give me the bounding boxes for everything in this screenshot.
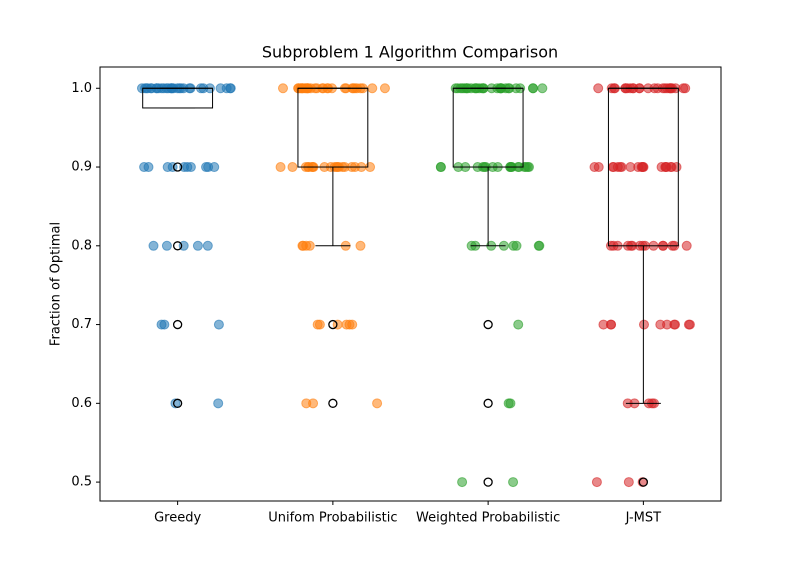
data-point xyxy=(511,240,522,251)
data-point xyxy=(593,83,604,94)
outlier xyxy=(172,162,183,172)
data-point xyxy=(681,240,692,251)
data-point xyxy=(435,162,446,173)
outlier xyxy=(172,398,183,408)
data-point xyxy=(680,83,691,94)
data-point xyxy=(159,319,170,330)
y-axis-label: Fraction of Optimal xyxy=(49,222,64,346)
y-tick-label: 0.6 xyxy=(71,396,92,411)
data-point xyxy=(537,83,548,94)
data-point xyxy=(277,83,288,94)
data-point xyxy=(367,83,378,94)
data-point xyxy=(534,240,545,251)
data-point xyxy=(508,477,519,488)
data-point xyxy=(607,162,618,173)
y-tick-label: 1.0 xyxy=(71,81,92,96)
outlier xyxy=(328,319,338,330)
data-point xyxy=(209,162,220,173)
x-tick-label: J-MST xyxy=(625,511,662,526)
y-tick-label: 0.8 xyxy=(71,238,92,253)
plot-frame xyxy=(99,66,722,502)
y-tick-label: 0.9 xyxy=(71,160,92,175)
outlier xyxy=(638,477,649,487)
data-point xyxy=(275,162,286,173)
data-point xyxy=(528,83,539,94)
data-point xyxy=(202,240,213,251)
data-point xyxy=(287,162,298,173)
outlier xyxy=(483,319,493,330)
data-point xyxy=(505,398,516,409)
data-point xyxy=(591,477,602,488)
data-point xyxy=(192,240,203,251)
data-point xyxy=(513,319,524,330)
data-point xyxy=(638,319,649,330)
data-point xyxy=(670,319,681,330)
outlier xyxy=(172,319,183,330)
data-point xyxy=(225,83,236,94)
data-point xyxy=(170,398,181,409)
data-point xyxy=(148,240,159,251)
data-point xyxy=(341,319,352,330)
data-point xyxy=(457,477,468,488)
y-tick-label: 0.7 xyxy=(71,317,92,332)
data-point xyxy=(161,240,172,251)
x-tick-label: Weighted Probabilistic xyxy=(416,511,560,526)
data-point xyxy=(182,162,193,173)
data-point xyxy=(372,398,383,409)
data-point xyxy=(143,162,154,173)
data-point xyxy=(633,162,644,173)
data-point xyxy=(301,240,312,251)
outlier xyxy=(483,398,493,408)
data-point xyxy=(379,83,390,94)
data-point xyxy=(213,319,224,330)
data-point xyxy=(623,477,634,488)
data-point xyxy=(301,398,312,409)
x-tick-label: Unifom Probabilistic xyxy=(268,511,397,526)
data-point xyxy=(671,162,682,173)
data-point xyxy=(312,319,323,330)
data-point xyxy=(684,319,695,330)
data-point xyxy=(606,319,617,330)
data-point xyxy=(201,162,212,173)
data-point xyxy=(213,398,224,409)
chart-title: Subproblem 1 Algorithm Comparison xyxy=(262,43,558,62)
data-point xyxy=(593,162,604,173)
data-point xyxy=(215,83,226,94)
y-tick-label: 0.5 xyxy=(71,475,92,490)
x-tick-label: Greedy xyxy=(154,511,201,526)
data-point xyxy=(167,162,178,173)
outlier xyxy=(172,241,183,251)
outlier xyxy=(483,477,493,487)
outlier xyxy=(328,398,338,408)
data-point xyxy=(355,240,366,251)
data-point xyxy=(661,162,672,173)
